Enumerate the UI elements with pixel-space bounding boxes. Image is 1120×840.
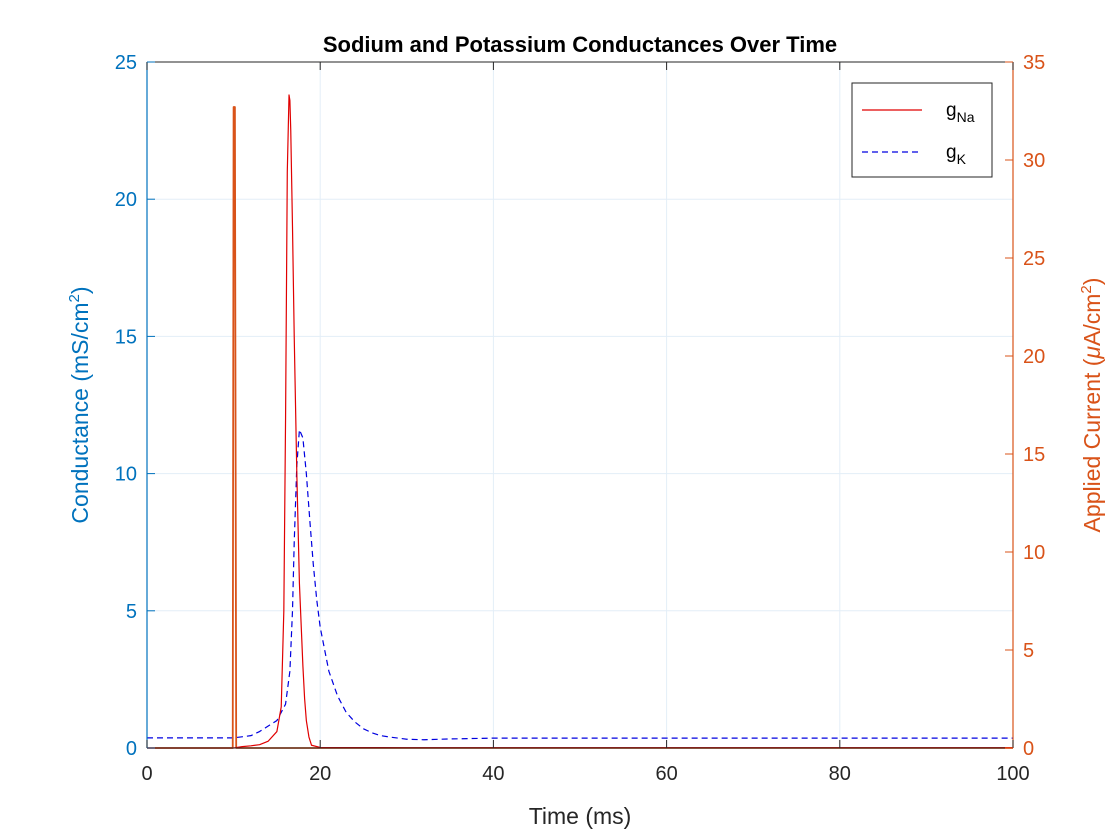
y-right-label-text: Applied Current ( xyxy=(1079,358,1105,532)
legend-label-gna-sub: Na xyxy=(957,109,975,125)
axes-layer xyxy=(146,61,1014,749)
legend-label-gk-sub: K xyxy=(957,151,967,167)
y-left-tick-label-0: 0 xyxy=(126,738,137,760)
y-right-tick-label-3: 15 xyxy=(1023,444,1045,466)
legend-label-gk: gK xyxy=(946,142,967,167)
y-left-label-sup: 2 xyxy=(66,294,83,302)
y-right-tick-label-6: 30 xyxy=(1023,150,1045,172)
legend-label-gna: gNa xyxy=(946,100,975,125)
y-left-tick-label-3: 15 xyxy=(115,326,137,348)
ticks-layer: 0 20 40 60 80 100 0 5 10 15 20 25 0 5 10 15 20 25 30 35 xyxy=(115,52,1046,785)
x-tick-label-5: 100 xyxy=(996,763,1029,785)
y-right-label-mu: μ xyxy=(1079,346,1105,360)
y-left-tick-label-5: 25 xyxy=(115,52,137,74)
legend-box xyxy=(851,82,993,178)
series-gk-line xyxy=(147,429,1013,741)
legend-label-gna-main: g xyxy=(946,100,957,121)
y-right-tick-label-2: 10 xyxy=(1023,542,1045,564)
y-left-tick-label-4: 20 xyxy=(115,189,137,211)
y-left-label-close: ) xyxy=(67,286,93,294)
x-tick-label-0: 0 xyxy=(141,763,152,785)
series-gna-line xyxy=(147,94,1013,749)
y-left-tick-label-2: 10 xyxy=(115,464,137,486)
y-right-tick-label-4: 20 xyxy=(1023,346,1045,368)
y-right-label-unit: A/cm xyxy=(1079,294,1105,346)
chart-title: Sodium and Potassium Conductances Over T… xyxy=(323,32,837,57)
y-axis-left-label: Conductance (mS/cm2) xyxy=(66,286,93,523)
x-tick-label-3: 60 xyxy=(655,763,677,785)
y-right-tick-label-0: 0 xyxy=(1023,738,1034,760)
x-tick-label-2: 40 xyxy=(482,763,504,785)
y-left-tick-label-1: 5 xyxy=(126,601,137,623)
y-right-label-close: ) xyxy=(1079,278,1105,286)
y-right-tick-label-7: 35 xyxy=(1023,52,1045,74)
x-tick-label-4: 80 xyxy=(829,763,851,785)
y-axis-right-label: Applied Current (μA/cm2) xyxy=(1078,278,1105,533)
x-tick-label-1: 20 xyxy=(309,763,331,785)
legend: gNa gK xyxy=(851,82,993,178)
x-axis-label: Time (ms) xyxy=(529,803,632,829)
y-left-label-text: Conductance (mS/cm xyxy=(67,302,93,523)
legend-label-gk-main: g xyxy=(946,142,957,163)
y-right-label-sup: 2 xyxy=(1078,285,1095,293)
grid-lines xyxy=(147,62,1013,748)
y-right-tick-label-1: 5 xyxy=(1023,640,1034,662)
y-right-tick-label-5: 25 xyxy=(1023,248,1045,270)
